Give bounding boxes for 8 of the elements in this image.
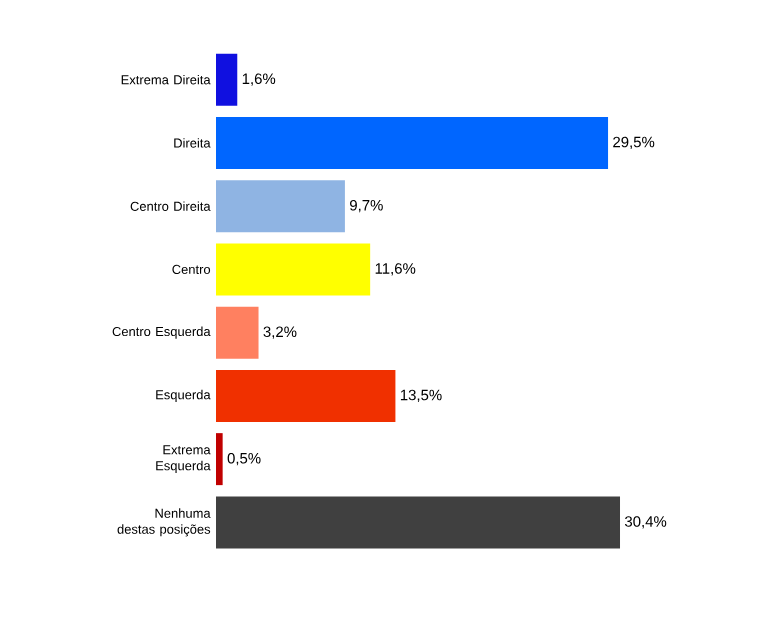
bar: [216, 496, 621, 549]
bar: [216, 306, 259, 359]
bar: [216, 369, 396, 422]
bar: [216, 53, 238, 106]
bar: [216, 243, 371, 296]
bar: [216, 433, 223, 486]
bar: [216, 180, 345, 233]
bar: [216, 116, 609, 169]
